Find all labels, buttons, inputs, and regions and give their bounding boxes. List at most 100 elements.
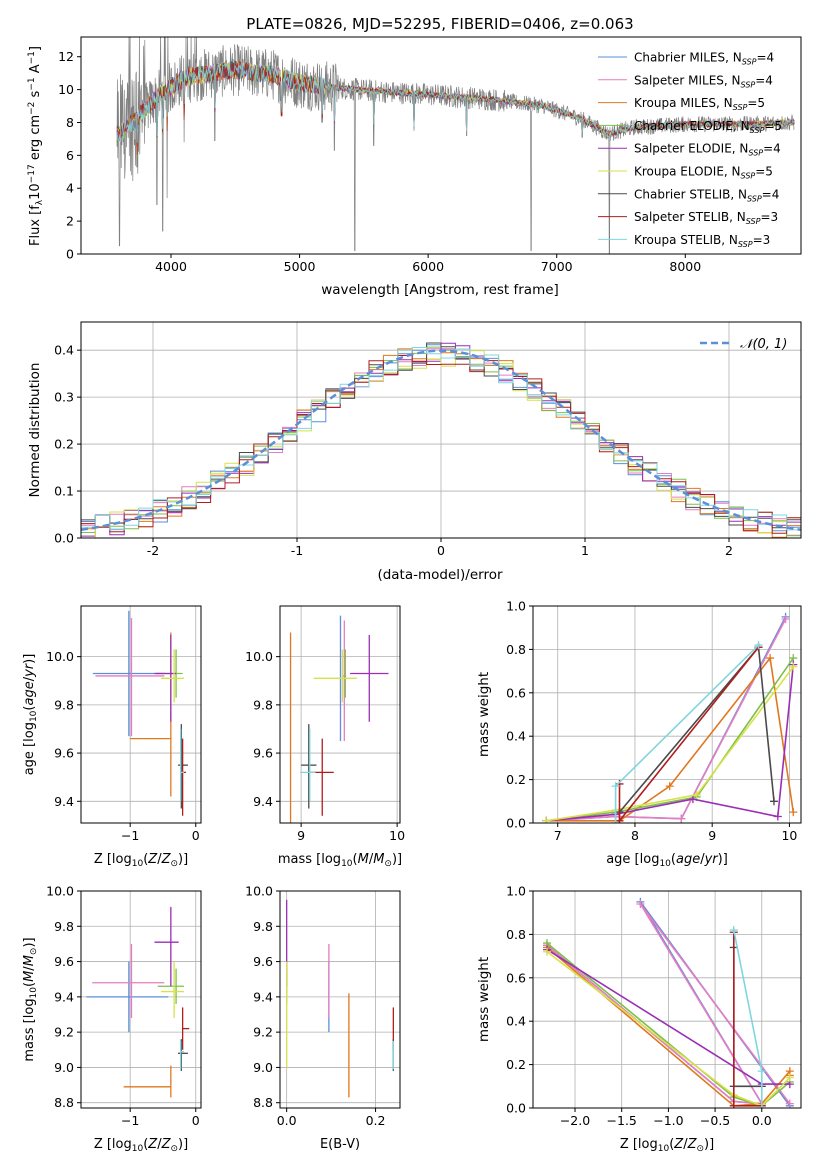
weight-vs-age-marker-kroupa_miles [665,782,674,791]
residual-xtick-label: 1 [581,543,589,558]
spectrum-panel-marks [116,37,795,254]
residual-xlabel: (data-model)/error [377,567,503,583]
weight-vs-age-ytick-label: 0.2 [506,772,526,787]
weight-vs-age-frame [532,605,802,824]
spectrum-ytick-label: 0 [66,247,74,262]
spectrum-ytick-label: 10 [58,82,74,97]
age-vs-z: −1 0 9.4 9.6 9.8 10.0 Z [log10(Z/Z⊙)] age [log1… [22,605,202,869]
weight-vs-z-line-chabrier_elodie [546,942,791,1107]
weight-vs-age-marker-salpeter_elodie [773,812,782,821]
weight-vs-age-marker-salpeter_elodie [688,795,697,804]
mass-vs-ebv-xtick-label: 0.0 [277,1113,297,1128]
mass-vs-z-ytick-label: 9.6 [54,954,74,969]
spectrum-xlabel: wavelength [Angstrom, rest frame] [321,282,559,298]
weight-vs-age-line-salpeter_stelib [618,646,760,823]
residual-ytick-label: 0.1 [54,484,74,499]
weight-vs-z-ytick-label: 1.0 [506,884,526,899]
residual-hist-kroupa_elodie [81,348,801,538]
spectrum-ytick-label: 4 [66,181,74,196]
age-vs-mass-xtick-label: 10 [389,828,405,843]
residual-panel-marks [81,322,801,538]
age-vs-z-frame [80,605,202,824]
weight-vs-z-line-kroupa_elodie [546,951,791,1107]
weight-vs-age-line-chabrier_elodie [546,657,794,822]
age-vs-z-xtick-label: −1 [121,828,139,843]
spectrum-model-kroupa_stelib [116,61,795,143]
weight-vs-age-marker-salpeter_stelib [615,816,624,823]
weight-vs-z-xlabel: Z [log10(Z/Z⊙)] [620,1137,714,1154]
mass-vs-ebv-frame [279,890,401,1109]
residual-ytick-label: 0.3 [54,390,74,405]
mass-vs-ebv: 0.0 0.2 8.8 9.0 9.2 9.4 9.6 9.8 10.0 E(B-V) [245,884,401,1152]
age-vs-mass: 9 10 9.4 9.6 9.8 10.0 mass [log10(M/M⊙)] [245,605,405,869]
weight-vs-z-marker-kroupa_stelib [729,926,738,935]
mass-vs-z-frame [80,890,202,1109]
legend-label: Chabrier ELODIE, NSSP=5 [634,119,782,135]
weight-vs-z-ylabel: mass weight [476,957,492,1042]
weight-vs-z-ytick-label: 0.6 [506,970,526,985]
weight-vs-age-xtick-label: 7 [554,828,562,843]
spectrum-frame [80,36,802,255]
spectrum-xtick-label: 8000 [669,259,701,274]
legend-label: Kroupa STELIB, NSSP=3 [634,233,770,249]
spectrum-legend: Chabrier MILES, NSSP=4 Salpeter MILES, NS… [598,51,782,249]
weight-vs-z-marker-kroupa_elodie [543,947,552,956]
weight-vs-age-ytick-label: 0.4 [506,729,526,744]
weight-vs-z-marker-salpeter_miles [785,1099,794,1108]
age-vs-mass-ytick-label: 10.0 [245,649,273,664]
weight-vs-age-marker-kroupa_elodie [542,816,551,823]
spectrum-xtick-label: 6000 [412,259,444,274]
mass-vs-ebv-ytick-label: 9.0 [253,1060,273,1075]
mass-vs-z: −1 0 8.8 9.0 9.2 9.4 9.6 9.8 10.0 Z [log10(Z/Z⊙)]… [22,884,202,1154]
mass-vs-z-xtick-label: −1 [121,1113,139,1128]
weight-vs-age-marker-salpeter_miles [677,814,686,823]
legend-normal-label: 𝒩(0, 1) [740,337,787,352]
weight-vs-age-marker-kroupa_elodie [789,662,798,671]
age-vs-z-ylabel: age [log10(age/yr)] [22,654,39,776]
age-vs-z-xtick-label: 0 [192,828,200,843]
weight-vs-age-ytick-label: 0.8 [506,642,526,657]
weight-vs-age-marker-kroupa_miles [789,808,798,817]
age-vs-mass-xtick-label: 9 [297,828,305,843]
mass-vs-z-ytick-label: 9.8 [54,919,74,934]
weight-vs-age-marker-kroupa_stelib [754,641,763,650]
mass-vs-z-marks [81,891,201,1108]
spectrum-xtick-label: 4000 [155,259,187,274]
weight-vs-age-line-salpeter_elodie [546,664,795,822]
mass-vs-ebv-xtick-label: 0.2 [366,1113,386,1128]
figure-title: PLATE=0826, MJD=52295, FIBERID=0406, z=0… [246,15,633,33]
residual-hist-salpeter_stelib [81,355,801,534]
legend-label: Kroupa ELODIE, NSSP=5 [634,165,773,181]
weight-vs-age-marker-kroupa_miles [766,654,775,663]
residual-ytick-label: 0.0 [54,531,74,546]
legend-label: Chabrier MILES, NSSP=4 [634,51,774,67]
spectrum-panel: 4000 5000 6000 7000 8000 0 2 4 6 8 10 12 wavelength … [27,36,802,298]
mass-vs-z-xlabel: Z [log10(Z/Z⊙)] [94,1137,188,1154]
spectrum-ytick-label: 6 [66,148,74,163]
weight-vs-z-marker-salpeter_miles [636,900,645,909]
age-vs-z-xlabel: Z [log10(Z/Z⊙)] [94,852,188,869]
weight-vs-age-line-kroupa_elodie [545,666,794,822]
spectrum-xtick-label: 5000 [284,259,316,274]
mass-vs-ebv-ytick-label: 10.0 [245,884,273,899]
weight-vs-age-marks [533,606,801,823]
age-vs-mass-ytick-label: 9.4 [253,794,273,809]
weight-vs-age-ytick-label: 0.0 [506,816,526,831]
age-vs-z-ytick-label: 10.0 [46,649,74,664]
age-vs-z-ytick-label: 9.4 [54,794,74,809]
residual-normal-curve [81,349,801,532]
weight-vs-age-ytick-label: 0.6 [506,685,526,700]
weight-vs-age-marker-kroupa_stelib [611,819,620,823]
weight-vs-age-marker-kroupa_elodie [692,790,701,799]
weight-vs-z-xtick-label: −0.5 [700,1113,730,1128]
weight-vs-age-line-chabrier_miles [546,616,787,822]
weight-vs-z-xtick-label: −1.5 [607,1113,637,1128]
mass-vs-ebv-ytick-label: 9.8 [253,919,273,934]
weight-vs-age-marker-salpeter_miles [781,615,790,624]
weight-vs-age-ytick-label: 1.0 [506,599,526,614]
mass-vs-z-ylabel: mass [log10(M/M⊙)] [22,937,39,1061]
weight-vs-z-marker-kroupa_stelib [757,1067,766,1076]
weight-vs-age-line-salpeter_miles [546,618,787,822]
legend-label: Salpeter ELODIE, NSSP=4 [634,142,781,158]
age-vs-mass-ytick-label: 9.8 [253,697,273,712]
